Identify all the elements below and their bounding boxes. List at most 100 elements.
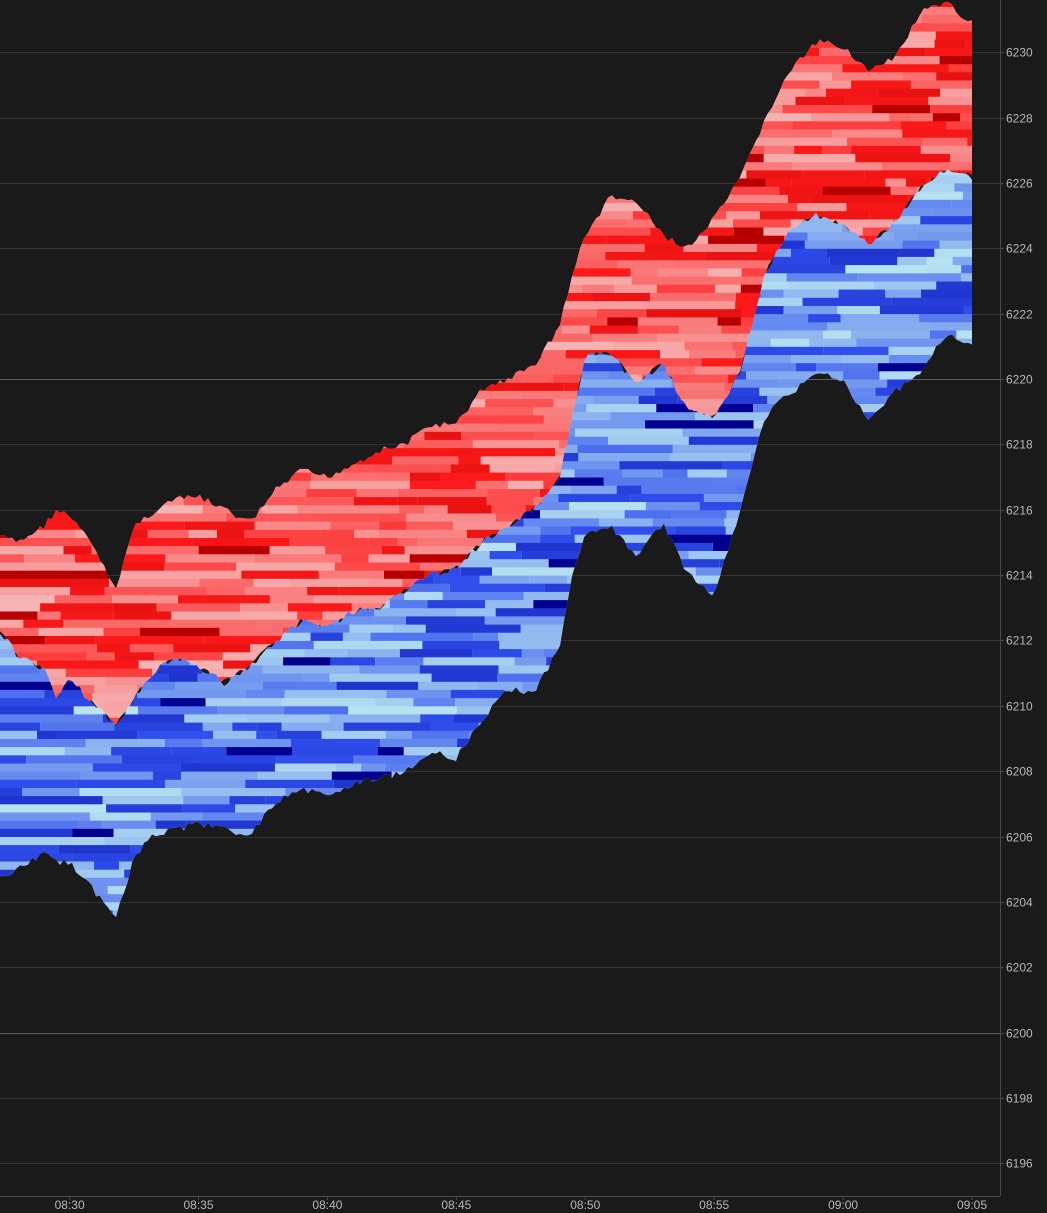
ask-heat-cell [103, 537, 194, 547]
bid-heat-cell [682, 428, 788, 437]
bid-heat-cell [283, 656, 331, 666]
ask-heat-cell [726, 210, 760, 220]
bid-heat-cell [540, 526, 571, 535]
ask-heat-cell [782, 104, 873, 114]
bid-heat-cell [537, 460, 620, 470]
x-tick-label: 09:05 [957, 1198, 987, 1212]
bid-heat-cell [137, 689, 246, 699]
bid-heat-cell [197, 673, 227, 682]
ask-heat-cell [920, 145, 972, 154]
ask-heat-cell [447, 504, 492, 514]
bid-heat-cell [485, 599, 534, 609]
ask-heat-cell [0, 578, 110, 587]
bid-heat-cell [554, 452, 579, 462]
ask-heat-cell [715, 284, 741, 293]
ask-heat-cell [903, 71, 937, 81]
bid-heat-cell [0, 665, 40, 674]
ask-heat-cell [630, 268, 657, 277]
bid-heat-cell [0, 820, 79, 829]
bid-heat-cell [650, 379, 672, 388]
ask-heat-cell [75, 709, 140, 718]
bid-heat-cell [726, 468, 758, 478]
bid-heat-cell [823, 346, 889, 355]
bid-heat-cell [843, 370, 880, 380]
ask-heat-cell [107, 562, 165, 571]
ask-heat-cell [0, 651, 87, 661]
ask-heat-cell [354, 529, 379, 538]
bid-heat-cell [442, 591, 524, 601]
ask-heat-cell [678, 325, 722, 334]
y-tick-label: 6216 [1006, 504, 1033, 518]
bid-heat-cell [537, 485, 571, 494]
bid-heat-cell [114, 722, 203, 731]
bid-heat-cell [857, 272, 962, 282]
ask-heat-cell [0, 619, 24, 628]
ask-heat-cell [368, 553, 410, 563]
ask-heat-cell [440, 472, 506, 481]
ask-heat-cell [0, 537, 104, 547]
bid-heat-cell [284, 705, 349, 715]
price-axis[interactable]: 6196 6198 6200 6202 6204 6206 6208 6210 6212 6214… [1000, 46, 1033, 1171]
bid-heat-cell [329, 673, 432, 682]
bid-heat-cell [359, 665, 420, 674]
y-tick-label: 6208 [1006, 765, 1033, 779]
bid-heat-cell [920, 215, 972, 225]
bid-heat-cell [202, 722, 233, 731]
bid-heat-cell [292, 746, 378, 756]
ask-heat-cell [687, 194, 788, 203]
ask-heat-cell [934, 39, 966, 48]
ask-heat-cell [245, 611, 298, 620]
bid-heat-cell [455, 558, 549, 568]
bid-heat-cell [353, 754, 444, 764]
ask-heat-cell [60, 611, 114, 620]
ask-heat-cell [45, 635, 96, 645]
bid-heat-cell [888, 346, 955, 355]
ask-heat-cell [23, 553, 75, 563]
bid-heat-cell [263, 681, 337, 690]
ask-heat-cell [113, 611, 172, 620]
ask-heat-cell [946, 120, 972, 130]
ask-heat-cell [472, 439, 559, 449]
bid-heat-cell [276, 754, 354, 764]
bid-heat-cell [886, 215, 921, 225]
ask-heat-cell [902, 129, 972, 138]
bid-heat-cell [578, 452, 670, 462]
ask-heat-cell [70, 586, 105, 596]
ask-heat-cell [689, 349, 736, 359]
bid-heat-cell [274, 763, 337, 772]
bid-heat-cell [389, 599, 428, 609]
bid-heat-cell [523, 517, 599, 527]
bid-heat-cell [645, 419, 754, 429]
bid-heat-cell [74, 901, 146, 911]
ask-heat-cell [164, 562, 237, 571]
bid-heat-cell [807, 232, 894, 241]
bid-heat-cell [917, 232, 972, 241]
ask-heat-cell [406, 513, 496, 522]
bid-heat-cell [662, 468, 688, 478]
ask-heat-cell [438, 406, 534, 416]
bid-heat-cell [171, 746, 227, 756]
bid-heat-cell [951, 199, 972, 208]
bid-heat-cell [759, 387, 812, 396]
ask-heat-cell [791, 178, 886, 187]
bid-heat-cell [0, 795, 103, 805]
bid-heat-cell [229, 795, 266, 805]
bid-heat-cell [0, 689, 45, 699]
bid-heat-cell [472, 534, 541, 543]
ask-heat-cell [368, 537, 398, 547]
ask-heat-cell [486, 496, 534, 506]
bid-heat-cell [932, 207, 972, 217]
ask-heat-cell [297, 504, 400, 514]
bid-heat-cell [422, 640, 500, 650]
bid-heat-cell [641, 485, 738, 494]
ask-heat-cell [452, 447, 556, 457]
ask-heat-cell [533, 431, 591, 440]
ask-heat-cell [522, 390, 615, 400]
bid-heat-cell [0, 730, 37, 739]
time-axis[interactable]: 08:30 08:35 08:40 08:45 08:50 08:55 09:00 09:05 [55, 1196, 988, 1212]
ask-heat-cell [203, 635, 238, 645]
bid-heat-cell [106, 803, 183, 813]
ask-heat-cell [925, 47, 972, 56]
bid-heat-cell [175, 681, 263, 690]
